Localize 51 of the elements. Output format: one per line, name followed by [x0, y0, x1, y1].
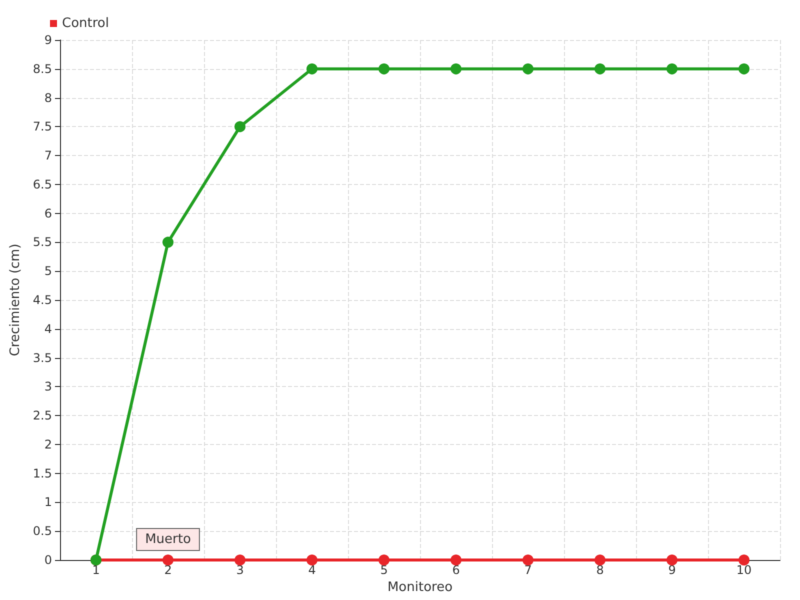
x-tick-label: 5	[380, 563, 388, 577]
y-tick-label: 1.5	[32, 466, 52, 480]
y-tick-label: 2.5	[32, 408, 52, 423]
point	[234, 554, 246, 566]
point	[738, 554, 750, 566]
x-tick-label: 3	[236, 563, 244, 577]
y-tick-label: 3.5	[32, 350, 52, 365]
point	[306, 554, 318, 566]
y-tick-label: 8.5	[32, 62, 52, 76]
point	[162, 554, 174, 566]
y-tick-label: 6.5	[32, 177, 52, 192]
point	[666, 554, 678, 566]
y-tick-label: 5	[44, 264, 52, 278]
point	[234, 121, 246, 132]
y-tick-label: 2	[44, 437, 52, 452]
y-tick-label: 0	[44, 553, 52, 567]
x-tick-label: 6	[452, 563, 460, 577]
point	[306, 63, 318, 74]
x-tick-label: 8	[596, 563, 604, 577]
y-tick-label: 1	[44, 495, 52, 510]
x-tick-label: 1	[92, 563, 100, 577]
y-tick-label: 4	[44, 322, 52, 336]
point	[378, 63, 390, 74]
point	[450, 63, 462, 74]
x-tick-label: 4	[308, 563, 316, 577]
point	[594, 63, 606, 74]
point	[666, 63, 678, 74]
point	[522, 554, 534, 566]
point	[594, 554, 606, 566]
y-tick-label: 3	[44, 380, 52, 394]
y-tick-label: 6	[44, 206, 52, 220]
y-tick-label: 8	[44, 90, 52, 105]
annotation: Muerto	[145, 532, 191, 547]
point	[738, 63, 750, 74]
x-tick-label: 9	[668, 563, 676, 577]
legend-label: Control	[62, 16, 109, 31]
point	[450, 554, 462, 566]
point	[378, 554, 390, 566]
x-tick-label: 10	[736, 563, 752, 577]
point	[522, 63, 534, 74]
y-tick-label: 7.5	[32, 120, 52, 134]
y-axis-title: Crecimiento (cm)	[8, 244, 24, 356]
y-tick-label: 4.5	[32, 293, 52, 307]
y-tick-label: 0.5	[32, 524, 52, 538]
x-tick-label: 7	[524, 563, 532, 577]
y-tick-label: 5.5	[32, 235, 52, 250]
x-tick-label: 2	[164, 563, 172, 577]
y-tick-label: 7	[44, 148, 52, 163]
y-tick-label: 9	[44, 33, 52, 47]
point	[162, 236, 174, 248]
x-axis-title: Monitoreo	[387, 580, 453, 595]
